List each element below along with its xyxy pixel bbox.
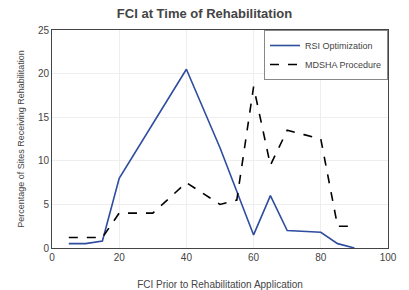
svg-text:RSI Optimization: RSI Optimization xyxy=(305,41,373,51)
svg-text:60: 60 xyxy=(248,252,260,263)
svg-text:80: 80 xyxy=(315,252,327,263)
svg-text:20: 20 xyxy=(114,252,126,263)
svg-text:0: 0 xyxy=(43,243,49,254)
svg-text:FCI Prior to Rehabilitation Ap: FCI Prior to Rehabilitation Application xyxy=(137,279,303,290)
svg-text:FCI at Time of Rehabilitation: FCI at Time of Rehabilitation xyxy=(117,6,292,21)
svg-text:20: 20 xyxy=(38,68,50,79)
svg-text:15: 15 xyxy=(38,112,50,123)
svg-text:5: 5 xyxy=(43,199,49,210)
svg-text:10: 10 xyxy=(38,155,50,166)
svg-text:40: 40 xyxy=(181,252,193,263)
svg-text:MDSHA Procedure: MDSHA Procedure xyxy=(305,60,381,70)
svg-text:100: 100 xyxy=(380,252,397,263)
svg-text:25: 25 xyxy=(38,25,50,36)
svg-text:Percentage of Sites Receiving: Percentage of Sites Receiving Rehabilita… xyxy=(16,50,26,228)
svg-text:0: 0 xyxy=(49,252,55,263)
